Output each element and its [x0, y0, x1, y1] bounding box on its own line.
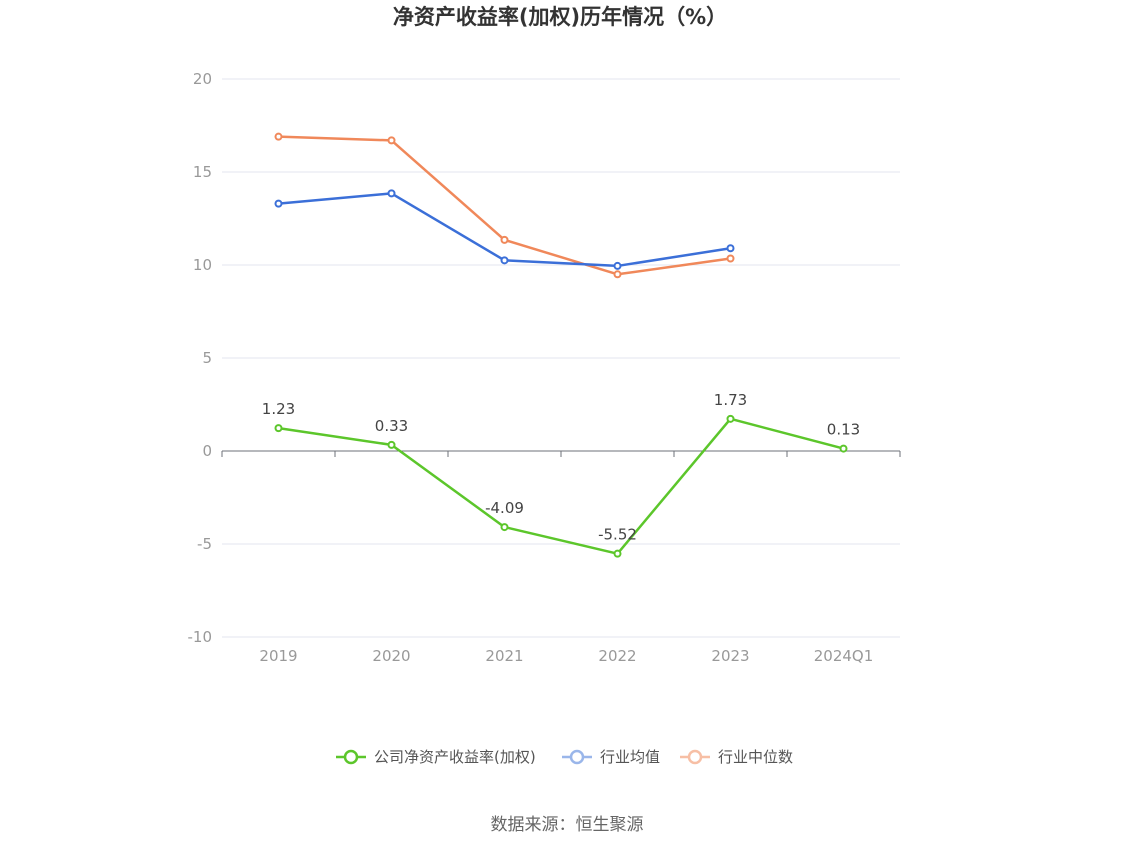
- legend-item[interactable]: 行业均值: [562, 748, 660, 766]
- x-tick-label: 2021: [485, 647, 523, 665]
- data-point: [387, 440, 396, 449]
- data-point: [387, 189, 396, 198]
- legend-label: 行业均值: [600, 748, 660, 766]
- data-point: [500, 235, 509, 244]
- legend-item[interactable]: 行业中位数: [680, 748, 793, 766]
- data-label: 1.73: [714, 391, 747, 409]
- data-label: -5.52: [598, 526, 637, 544]
- y-axis-ticks: 20 15 10 5 0 -5 -10: [188, 70, 213, 646]
- legend-label: 行业中位数: [718, 748, 793, 766]
- data-label: 0.33: [375, 417, 408, 435]
- data-point: [274, 132, 283, 141]
- data-point: [613, 261, 622, 270]
- data-point: [726, 254, 735, 263]
- source-note: 数据来源：恒生聚源: [491, 815, 644, 835]
- x-axis: 2019 2020 2021 2022 2023 2024Q1: [221, 450, 901, 665]
- data-label: 1.23: [262, 400, 295, 418]
- data-point: [500, 256, 509, 265]
- data-labels: 1.23 0.33 -4.09 -5.52 1.73 0.13: [262, 391, 860, 544]
- legend-item[interactable]: 公司净资产收益率(加权): [336, 748, 536, 766]
- data-point: [274, 199, 283, 208]
- y-tick-label: -10: [188, 628, 213, 646]
- data-point: [613, 549, 622, 558]
- legend: 公司净资产收益率(加权) 行业均值 行业中位数: [336, 748, 793, 766]
- x-tick-label: 2020: [372, 647, 410, 665]
- chart-title: 净资产收益率(加权)历年情况（%）: [393, 5, 727, 29]
- data-point: [726, 414, 735, 423]
- data-point: [387, 136, 396, 145]
- legend-marker: [343, 749, 359, 765]
- series-line: [278, 135, 731, 276]
- x-tick-label: 2019: [259, 647, 297, 665]
- data-point: [613, 270, 622, 279]
- x-tick-label: 2024Q1: [814, 647, 874, 665]
- series-line: [278, 417, 844, 555]
- legend-marker: [569, 749, 585, 765]
- series-line: [278, 192, 731, 268]
- series-lines: [274, 132, 848, 558]
- x-tick-label: 2022: [598, 647, 636, 665]
- data-point: [726, 244, 735, 253]
- x-tick-label: 2023: [711, 647, 749, 665]
- data-label: -4.09: [485, 499, 524, 517]
- data-point: [500, 523, 509, 532]
- y-tick-label: 15: [193, 163, 212, 181]
- data-point: [839, 444, 848, 453]
- data-label: 0.13: [827, 421, 860, 439]
- y-tick-label: 0: [202, 442, 212, 460]
- y-tick-label: 20: [193, 70, 212, 88]
- y-tick-label: -5: [197, 535, 212, 553]
- legend-label: 公司净资产收益率(加权): [374, 748, 536, 766]
- y-tick-label: 5: [202, 349, 212, 367]
- grid-lines: [222, 78, 900, 638]
- y-tick-label: 10: [193, 256, 212, 274]
- data-point: [274, 424, 283, 433]
- legend-marker: [687, 749, 703, 765]
